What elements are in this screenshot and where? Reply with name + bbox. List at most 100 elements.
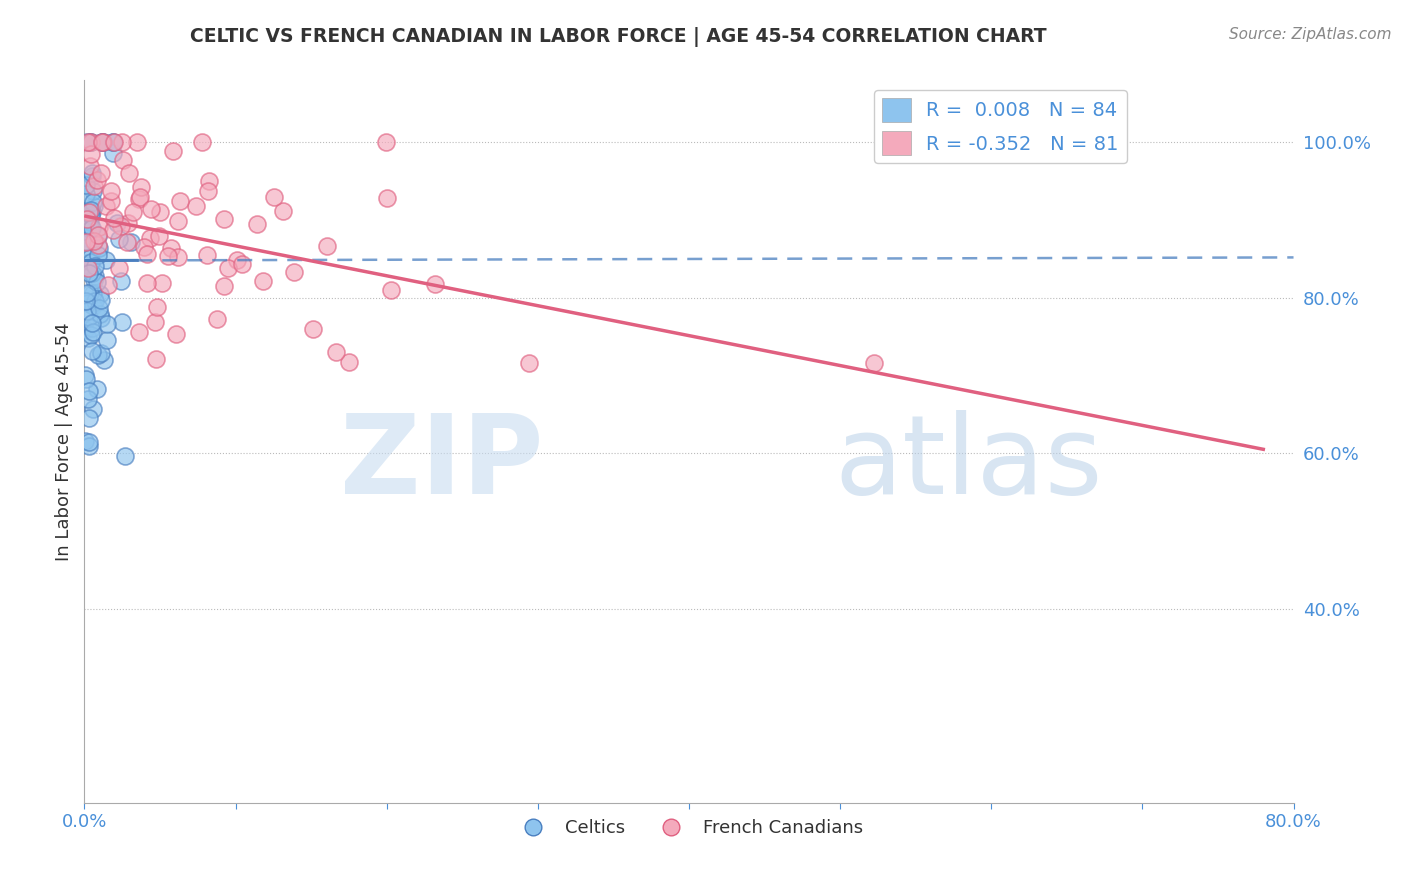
Point	[863, 356, 886, 370]
Point	[128, 192, 150, 206]
Point	[75, 178, 97, 192]
Point	[110, 219, 132, 233]
Text: ZIP: ZIP	[340, 409, 544, 516]
Text: Source: ZipAtlas.com: Source: ZipAtlas.com	[1229, 27, 1392, 42]
Point	[191, 136, 214, 150]
Point	[325, 345, 347, 359]
Point	[77, 204, 100, 219]
Point	[263, 190, 285, 204]
Point	[212, 278, 235, 293]
Point	[87, 227, 110, 242]
Point	[80, 136, 103, 150]
Point	[76, 330, 98, 344]
Point	[91, 136, 114, 150]
Text: CELTIC VS FRENCH CANADIAN IN LABOR FORCE | AGE 45-54 CORRELATION CHART: CELTIC VS FRENCH CANADIAN IN LABOR FORCE…	[190, 27, 1047, 46]
Point	[90, 293, 112, 307]
Point	[83, 179, 105, 194]
Point	[80, 169, 103, 184]
Point	[105, 216, 128, 230]
Point	[83, 235, 105, 249]
Point	[89, 307, 111, 321]
Point	[77, 240, 100, 254]
Point	[80, 222, 103, 236]
Point	[84, 268, 107, 283]
Point	[75, 235, 97, 249]
Point	[83, 294, 105, 309]
Point	[75, 186, 97, 201]
Point	[82, 285, 104, 300]
Point	[77, 266, 100, 280]
Point	[112, 153, 135, 168]
Point	[77, 136, 100, 150]
Point	[82, 194, 104, 209]
Point	[77, 260, 100, 275]
Point	[120, 235, 142, 250]
Point	[108, 232, 131, 246]
Point	[75, 293, 97, 308]
Point	[159, 241, 181, 255]
Point	[80, 221, 103, 235]
Point	[77, 295, 100, 310]
Point	[79, 136, 101, 150]
Point	[166, 250, 188, 264]
Point	[217, 261, 239, 276]
Point	[169, 194, 191, 208]
Point	[86, 172, 108, 186]
Point	[79, 411, 101, 425]
Point	[135, 277, 157, 291]
Point	[136, 247, 159, 261]
Point	[80, 205, 103, 219]
Point	[117, 235, 139, 249]
Point	[89, 287, 111, 301]
Point	[166, 214, 188, 228]
Point	[76, 231, 98, 245]
Point	[125, 136, 148, 150]
Point	[87, 228, 110, 243]
Point	[79, 285, 101, 300]
Point	[186, 199, 208, 213]
Point	[96, 252, 118, 267]
Point	[100, 184, 122, 198]
Point	[375, 191, 398, 205]
Point	[83, 199, 105, 213]
Point	[76, 304, 98, 318]
Point	[77, 310, 100, 325]
Point	[87, 348, 110, 362]
Point	[82, 325, 104, 339]
Point	[76, 392, 98, 407]
Point	[80, 233, 103, 247]
Point	[146, 300, 169, 314]
Point	[114, 449, 136, 463]
Point	[231, 257, 253, 271]
Point	[246, 218, 269, 232]
Point	[148, 229, 170, 244]
Point	[91, 136, 114, 150]
Point	[80, 316, 103, 330]
Point	[75, 234, 97, 248]
Point	[79, 222, 101, 236]
Point	[103, 136, 125, 150]
Point	[82, 320, 104, 334]
Point	[101, 222, 124, 236]
Point	[83, 273, 105, 287]
Point	[77, 207, 100, 221]
Point	[129, 179, 152, 194]
Point	[76, 211, 98, 226]
Point	[80, 202, 103, 217]
Point	[75, 368, 97, 383]
Point	[80, 166, 103, 180]
Point	[87, 237, 110, 252]
Point	[80, 255, 103, 269]
Point	[162, 144, 184, 158]
Point	[75, 323, 97, 337]
Point	[93, 353, 115, 368]
Point	[96, 317, 118, 331]
Point	[82, 300, 104, 314]
Point	[139, 231, 162, 245]
Point	[195, 248, 218, 262]
Point	[77, 438, 100, 452]
Point	[90, 311, 112, 326]
Point	[90, 166, 112, 180]
Point	[77, 434, 100, 449]
Point	[96, 198, 118, 212]
